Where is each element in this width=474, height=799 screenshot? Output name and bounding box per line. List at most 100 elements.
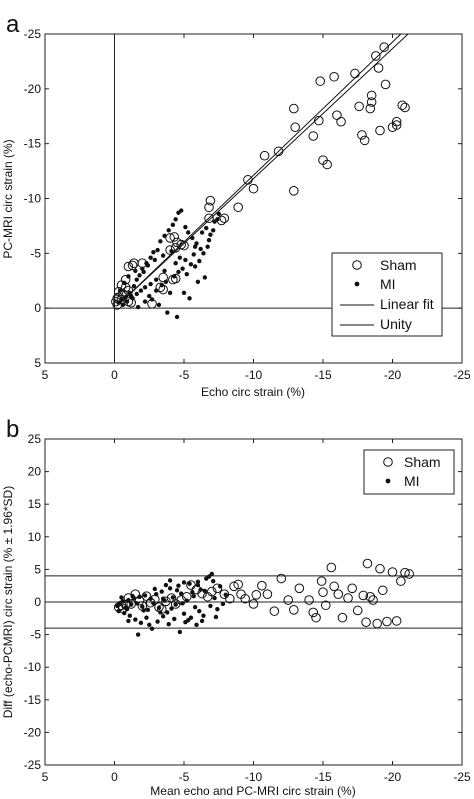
point-b-mi-35 [212, 595, 217, 601]
point-b-mi-13 [151, 601, 156, 606]
point-b-sham-54 [362, 558, 373, 569]
point-a-mi-60 [140, 266, 145, 271]
point-b-mi-64 [185, 618, 191, 623]
point-b-sham-50 [343, 593, 353, 603]
y-tick-label-b-10: -25 [24, 758, 42, 772]
point-a-mi-77 [192, 244, 198, 249]
y-tick-label-b-3: 10 [28, 530, 42, 544]
y-tick-label-a-1: 0 [34, 301, 41, 315]
point-a-mi-41 [167, 290, 173, 296]
point-b-mi-2 [120, 599, 126, 604]
point-b-sham-37 [283, 595, 294, 605]
panel-letter-b: b [6, 416, 19, 443]
point-b-mi-37 [217, 584, 223, 589]
point-a-sham-22 [170, 273, 181, 284]
legend-a: Sham MI Linear fit Unity [331, 252, 443, 337]
point-b-mi-50 [172, 616, 177, 622]
x-tick-label-a-6: -25 [453, 368, 471, 382]
point-b-mi-54 [194, 622, 199, 628]
point-b-mi-71 [124, 606, 130, 612]
point-b-sham-36 [276, 573, 287, 584]
point-a-sham-10 [127, 260, 138, 271]
point-b-mi-15 [156, 605, 162, 611]
point-b-sham-57 [368, 595, 378, 605]
point-b-sham-38 [289, 605, 299, 615]
point-a-mi-43 [176, 269, 181, 275]
point-a-sham-45 [322, 159, 332, 170]
legend-sham-label-b: Sham [404, 454, 441, 470]
point-b-mi-46 [149, 626, 155, 631]
point-a-sham-11 [123, 261, 134, 272]
point-b-mi-56 [135, 632, 141, 637]
point-a-sham-24 [169, 232, 180, 242]
point-a-sham-46 [314, 115, 324, 126]
point-a-sham-49 [332, 110, 342, 120]
point-b-mi-68 [208, 603, 213, 609]
point-a-mi-48 [197, 258, 202, 264]
point-b-mi-5 [128, 602, 134, 607]
point-a-mi-45 [184, 271, 189, 277]
legend-box-a [331, 252, 443, 337]
point-a-mi-46 [188, 262, 194, 267]
point-a-mi-73 [154, 277, 159, 282]
point-a-mi-26 [208, 232, 213, 237]
point-a-mi-0 [116, 300, 121, 305]
point-a-mi-65 [177, 255, 183, 260]
point-b-mi-51 [177, 629, 183, 635]
point-a-sham-30 [204, 213, 214, 224]
point-a-mi-72 [148, 281, 153, 287]
point-a-mi-12 [158, 239, 163, 244]
y-tick-label-a-2: -5 [30, 246, 41, 260]
point-a-sham-33 [204, 202, 214, 213]
point-a-sham-41 [290, 122, 301, 133]
point-a-mi-18 [179, 208, 184, 213]
x-tick-label-a-5: -20 [384, 368, 402, 382]
point-a-mi-3 [127, 290, 132, 296]
point-b-sham-60 [377, 585, 388, 596]
point-b-mi-31 [201, 613, 206, 618]
point-a-mi-21 [190, 235, 195, 241]
point-a-sham-57 [366, 90, 377, 101]
x-axis-label-a: Echo circ strain (%) [201, 385, 305, 399]
point-b-mi-62 [174, 588, 180, 593]
point-b-sham-33 [257, 580, 267, 591]
point-a-sham-59 [373, 63, 384, 73]
axis-ticks-a: 5 0 -5 -10 -15 -20 -25 5 0 -5 -10 -15 -20 -25 [24, 27, 471, 382]
y-tick-label-b-2: 15 [28, 497, 42, 511]
point-b-sham-30 [240, 593, 250, 604]
point-a-mi-22 [194, 241, 199, 246]
point-a-sham-23 [165, 233, 175, 243]
point-b-sham-24 [212, 583, 223, 594]
point-b-sham-35 [269, 606, 280, 616]
legend-mi-label-a: MI [380, 276, 396, 292]
point-a-mi-35 [142, 285, 148, 290]
point-a-mi-15 [170, 222, 176, 228]
point-a-mi-11 [155, 247, 160, 253]
point-a-sham-66 [400, 102, 410, 113]
x-tick-label-b-3: -10 [245, 770, 263, 784]
point-a-mi-50 [156, 302, 162, 308]
point-b-mi-70 [119, 595, 124, 600]
point-a-sham-8 [123, 285, 134, 296]
point-b-sham-31 [248, 599, 259, 609]
point-a-mi-51 [165, 310, 170, 315]
point-a-mi-13 [162, 233, 167, 238]
point-a-sham-51 [350, 68, 360, 79]
legend-box-b [363, 449, 455, 495]
y-tick-label-b-0: 25 [28, 432, 42, 446]
point-a-sham-18 [155, 282, 166, 293]
point-b-mi-43 [133, 617, 138, 622]
point-b-sham-41 [308, 607, 319, 618]
panel-b: 5 0 -5 -10 -15 -20 -25 25 20 15 10 5 0 -5 -10 -15 -20 -25… [1, 432, 471, 798]
point-b-mi-58 [147, 622, 152, 628]
legend-mi-label-b: MI [404, 473, 420, 489]
point-b-mi-16 [159, 589, 164, 594]
point-a-sham-61 [379, 42, 389, 52]
point-b-mi-33 [206, 574, 212, 579]
point-a-sham-65 [397, 100, 408, 111]
line-unity [118, 33, 409, 305]
point-a-mi-14 [166, 228, 171, 233]
point-a-mi-16 [173, 217, 178, 222]
point-a-sham-52 [354, 101, 364, 112]
y-tick-label-a-5: -20 [24, 82, 42, 96]
